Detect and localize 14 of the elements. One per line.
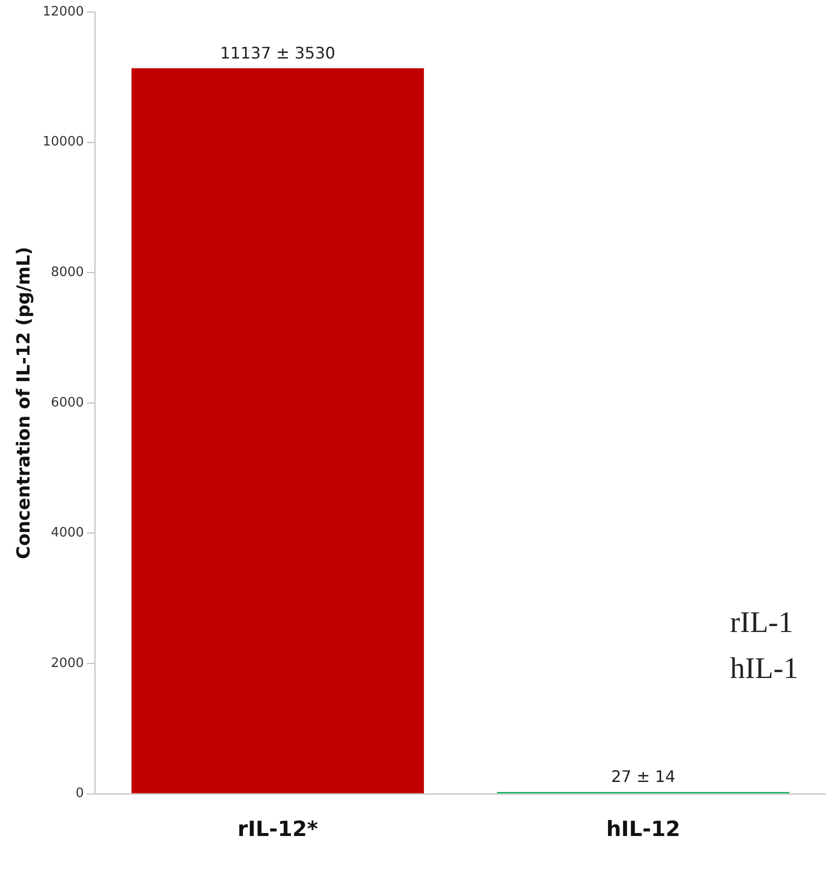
y-tick-label: 12000	[42, 4, 84, 20]
data-label: 27 ± 14	[611, 767, 676, 786]
y-tick-label: 8000	[50, 264, 84, 280]
y-tick-label: 4000	[50, 526, 84, 541]
y-axis-title: Concentration of IL-12 (pg/mL)	[13, 246, 34, 560]
y-tick-label: 2000	[50, 656, 84, 671]
y-tick-label: 0	[76, 786, 84, 802]
y-tick-label: 10000	[42, 134, 84, 150]
x-tick-label: rIL-12*	[237, 816, 318, 841]
annotation: rIL-1	[730, 605, 794, 641]
x-tick-label: hIL-12	[606, 816, 680, 841]
data-label: 11137 ± 3530	[220, 43, 336, 62]
y-tick-label: 6000	[50, 395, 84, 410]
annotation: hIL-1	[730, 651, 798, 687]
